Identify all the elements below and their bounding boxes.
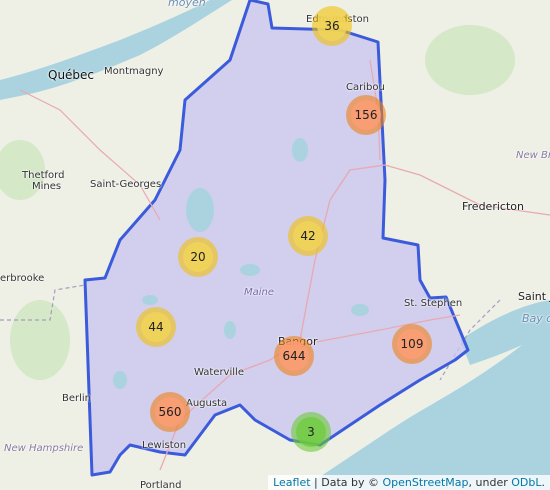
label-saint-john: Saint J — [518, 290, 550, 303]
nh-boundary — [0, 284, 86, 321]
cluster-count: 44 — [141, 312, 171, 342]
lake — [351, 304, 369, 316]
label-moyen: moyen — [168, 0, 206, 9]
label-quebec: Québec — [48, 68, 95, 82]
cluster-count: 36 — [317, 11, 347, 41]
marker-cluster[interactable]: 644 — [274, 336, 314, 376]
label-portland: Portland — [140, 480, 182, 490]
cluster-count: 42 — [293, 221, 323, 251]
label-caribou: Caribou — [346, 82, 385, 93]
cluster-count: 3 — [296, 417, 326, 447]
label-sherbrooke: erbrooke — [0, 273, 45, 284]
label-montmagny: Montmagny — [104, 66, 164, 77]
label-new-hampshire: New Hampshire — [4, 443, 84, 454]
st-lawrence-river — [0, 0, 232, 100]
label-augusta: Augusta — [186, 398, 228, 409]
canada-boundary — [439, 299, 501, 381]
label-fredericton: Fredericton — [462, 200, 524, 213]
lake — [224, 321, 236, 339]
label-maine: Maine — [244, 287, 275, 298]
lake — [142, 295, 158, 305]
label-lewiston: Lewiston — [142, 440, 187, 451]
label-waterville: Waterville — [194, 367, 244, 378]
label-new-brunswick: New Br — [516, 150, 550, 161]
forest-patch — [10, 300, 70, 380]
marker-cluster[interactable]: 42 — [288, 216, 328, 256]
osm-link[interactable]: OpenStreetMap — [382, 476, 469, 489]
highway — [19, 89, 161, 221]
odbl-link[interactable]: ODbL — [511, 476, 542, 489]
forest-patch — [0, 140, 45, 200]
map-attribution: Leaflet | Data by © OpenStreetMap, under… — [268, 475, 550, 490]
forest-patch — [425, 25, 515, 95]
bay-of-fundy — [460, 300, 550, 365]
marker-cluster[interactable]: 560 — [150, 392, 190, 432]
marker-cluster[interactable]: 109 — [392, 324, 432, 364]
marker-cluster[interactable]: 3 — [291, 412, 331, 452]
attribution-text: | Data by © — [310, 476, 383, 489]
cluster-count: 156 — [351, 100, 381, 130]
label-berlin: Berlin — [62, 393, 92, 404]
ocean — [300, 320, 550, 490]
lake — [240, 264, 260, 276]
marker-cluster[interactable]: 156 — [346, 95, 386, 135]
label-st-stephen: St. Stephen — [404, 298, 463, 309]
lake — [292, 138, 308, 162]
marker-cluster[interactable]: 20 — [178, 237, 218, 277]
label-bay-of-fundy: Bay o — [522, 312, 550, 325]
cluster-count: 560 — [155, 397, 185, 427]
marker-cluster[interactable]: 36 — [312, 6, 352, 46]
cluster-count: 109 — [397, 329, 427, 359]
cluster-count: 644 — [279, 341, 309, 371]
lake — [113, 371, 127, 389]
label-mines: Mines — [32, 181, 62, 192]
marker-cluster[interactable]: 44 — [136, 307, 176, 347]
leaflet-link[interactable]: Leaflet — [273, 476, 311, 489]
moosehead-lake — [186, 188, 214, 232]
cluster-count: 20 — [183, 242, 213, 272]
label-thetford: Thetford — [22, 170, 65, 181]
label-saint-georges: Saint-Georges — [90, 179, 162, 190]
attribution-text: , under — [468, 476, 512, 489]
attribution-text: . — [541, 476, 546, 489]
